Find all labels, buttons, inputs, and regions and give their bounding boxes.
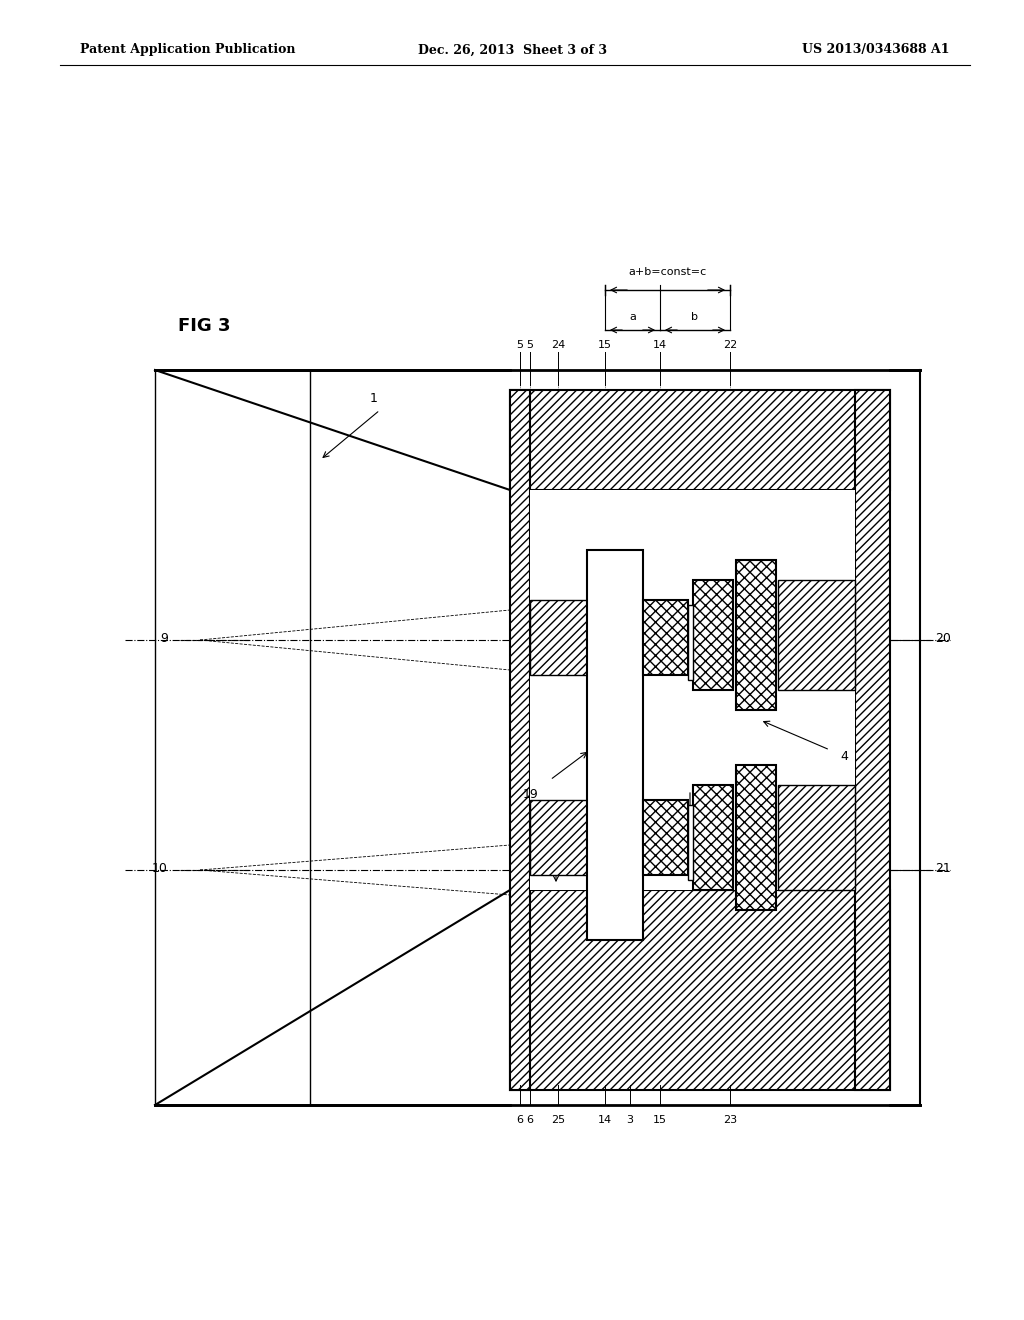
Text: 3: 3 — [627, 1115, 634, 1125]
Text: 15: 15 — [653, 1115, 667, 1125]
Bar — [778, 579, 855, 690]
Text: δ: δ — [553, 616, 559, 627]
Text: 14: 14 — [598, 1115, 612, 1125]
Text: FIG 3: FIG 3 — [178, 317, 230, 335]
Bar — [736, 766, 776, 909]
Text: US 2013/0343688 A1: US 2013/0343688 A1 — [803, 44, 950, 57]
Text: 23: 23 — [723, 1115, 737, 1125]
Text: 4: 4 — [840, 750, 848, 763]
Bar — [510, 389, 890, 490]
Text: 24: 24 — [551, 341, 565, 350]
Bar — [530, 800, 587, 875]
Text: 5: 5 — [516, 341, 523, 350]
Text: 14: 14 — [653, 341, 667, 350]
Bar — [693, 785, 733, 890]
Bar — [510, 389, 530, 1090]
Bar — [736, 560, 776, 710]
Text: a+b=const=c: a+b=const=c — [629, 267, 707, 277]
Bar — [778, 785, 855, 890]
Bar — [530, 601, 587, 675]
Bar — [693, 579, 733, 690]
Text: 21: 21 — [935, 862, 950, 874]
Bar — [688, 805, 693, 880]
Bar — [587, 550, 643, 940]
Text: 20: 20 — [935, 631, 951, 644]
Text: 22: 22 — [723, 341, 737, 350]
Bar — [643, 800, 688, 875]
Text: a: a — [629, 312, 636, 322]
Text: 15: 15 — [598, 341, 612, 350]
Text: Dec. 26, 2013  Sheet 3 of 3: Dec. 26, 2013 Sheet 3 of 3 — [418, 44, 606, 57]
Text: 6: 6 — [526, 1115, 534, 1125]
Text: 1: 1 — [370, 392, 378, 405]
Bar — [688, 605, 693, 680]
Text: 5: 5 — [526, 341, 534, 350]
Bar — [510, 890, 890, 1090]
Text: Ω: Ω — [697, 805, 706, 814]
Bar — [855, 389, 890, 1090]
Bar — [530, 490, 855, 890]
Text: Ω: Ω — [697, 645, 706, 655]
Text: b: b — [691, 312, 698, 322]
Text: 19: 19 — [522, 788, 538, 801]
Text: 6: 6 — [516, 1115, 523, 1125]
Bar — [643, 601, 688, 675]
Text: δ: δ — [553, 865, 559, 875]
Text: 10: 10 — [153, 862, 168, 874]
Bar — [530, 789, 855, 890]
Text: 9: 9 — [160, 631, 168, 644]
Text: Patent Application Publication: Patent Application Publication — [80, 44, 296, 57]
Text: 25: 25 — [551, 1115, 565, 1125]
